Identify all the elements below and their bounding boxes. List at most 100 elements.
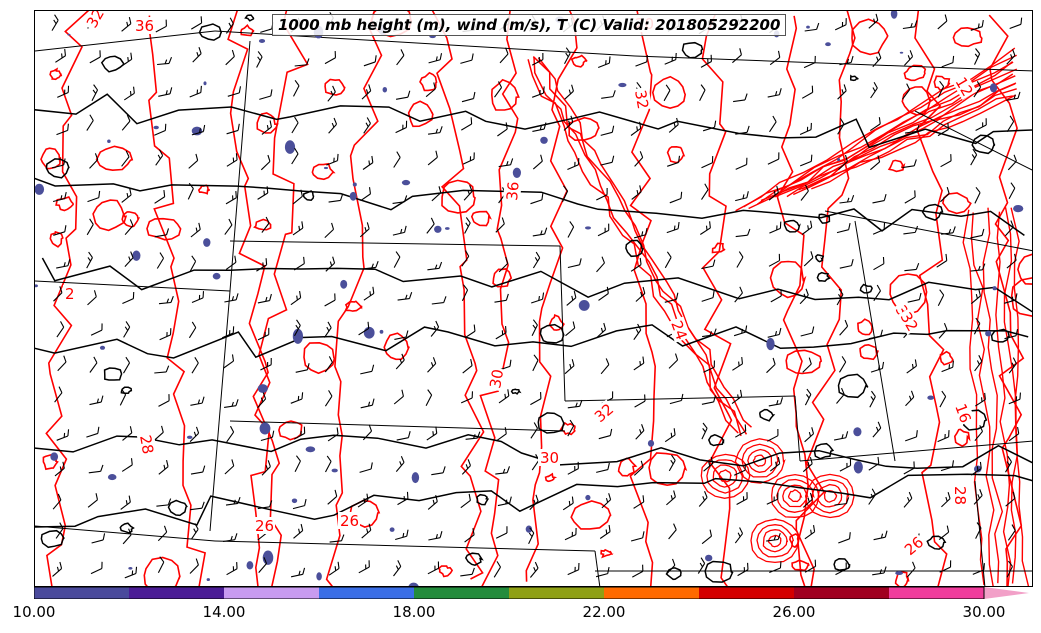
wind-barb-62 <box>189 85 202 98</box>
wind-barb-216 <box>498 256 509 273</box>
wind-barb-394 <box>633 460 644 476</box>
wind-barb-125 <box>362 155 374 170</box>
wind-barb-385 <box>325 455 332 473</box>
shaded-blob-59 <box>584 226 592 230</box>
wind-barb-477 <box>493 561 501 578</box>
wind-barb-116 <box>51 158 66 169</box>
wind-barb-292 <box>123 356 131 374</box>
wind-barb-307 <box>633 356 645 371</box>
wind-barb-74 <box>601 90 616 99</box>
wind-barb-320 <box>89 395 104 406</box>
shaded-blob-9 <box>258 39 266 43</box>
wind-barb-332 <box>498 389 510 404</box>
contour-label-2: 36 <box>503 181 523 202</box>
wind-barb-214 <box>427 261 443 271</box>
wind-barb-423 <box>633 495 645 509</box>
shaded-blob-3 <box>444 227 450 230</box>
wind-barb-349 <box>86 426 100 438</box>
wind-barb-275 <box>531 319 538 337</box>
temperature-contour-35 <box>1010 207 1030 586</box>
temperature-contour-39 <box>49 67 63 81</box>
wind-barb-106 <box>702 120 717 132</box>
wind-barb-143 <box>970 148 978 166</box>
wind-barb-99 <box>461 117 473 131</box>
wind-barb-199 <box>903 225 919 235</box>
wind-barb-107 <box>735 125 750 135</box>
wind-barb-426 <box>736 492 748 505</box>
wind-barb-114 <box>975 118 987 131</box>
temperature-contour-43 <box>303 341 336 375</box>
wind-barb-94 <box>291 116 299 134</box>
wind-barb-238 <box>257 293 272 304</box>
wind-barb-191 <box>633 228 648 239</box>
wind-barb-182 <box>324 222 335 238</box>
wind-barb-98 <box>428 126 443 135</box>
shaded-blob-26 <box>203 238 211 247</box>
wind-barb-23 <box>834 18 847 31</box>
wind-barb-306 <box>600 358 610 375</box>
temperature-contour-24 <box>801 95 1013 190</box>
wind-barb-449 <box>528 527 535 545</box>
shaded-blob-10 <box>853 461 863 474</box>
wind-barb-56 <box>974 48 981 65</box>
wind-barb-97 <box>395 120 408 134</box>
wind-barb-410 <box>190 501 205 511</box>
contour-label-11: 30 <box>540 449 559 467</box>
wind-barb-228 <box>904 262 920 272</box>
temperature-contour-92 <box>121 211 141 228</box>
wind-barb-407 <box>87 493 99 508</box>
state-border-9 <box>564 395 796 402</box>
temperature-contour-110 <box>756 524 795 558</box>
wind-barb-379 <box>121 458 133 472</box>
wind-barb-35 <box>256 51 263 68</box>
wind-barb-180 <box>261 216 270 233</box>
temperature-contour-63 <box>240 23 255 37</box>
wind-barb-134 <box>667 155 681 167</box>
temperature-contour-53 <box>470 210 492 227</box>
temperature-contour-54 <box>548 314 565 331</box>
wind-barb-352 <box>189 426 200 443</box>
temperature-contour-82 <box>791 559 810 572</box>
shaded-blob-65 <box>899 51 904 54</box>
wind-barb-175 <box>86 218 94 236</box>
wind-barb-139 <box>838 154 848 171</box>
wind-barb-161 <box>596 188 608 201</box>
wind-barb-235 <box>158 296 174 305</box>
wind-barb-455 <box>734 527 744 544</box>
wind-barb-54 <box>903 50 914 66</box>
wind-barb-154 <box>360 187 372 202</box>
wind-barb-383 <box>261 460 271 476</box>
wind-barb-482 <box>666 558 676 575</box>
state-border-11 <box>799 440 1032 462</box>
state-border-16 <box>854 220 896 462</box>
wind-barb-127 <box>427 150 438 166</box>
shaded-blob-31 <box>578 299 590 311</box>
shaded-blob-54 <box>323 166 329 170</box>
wind-barb-260 <box>1004 293 1018 304</box>
wind-barb-392 <box>567 461 579 475</box>
wind-barb-273 <box>464 324 476 339</box>
wind-barb-281 <box>733 325 748 337</box>
temperature-contour-57 <box>942 192 972 215</box>
wind-barb-313 <box>839 356 847 373</box>
wind-barb-325 <box>257 392 267 409</box>
wind-barb-187 <box>495 217 505 233</box>
wind-barb-474 <box>393 560 402 577</box>
wind-barb-90 <box>154 123 167 136</box>
temperature-contour-46 <box>600 548 614 559</box>
wind-barb-33 <box>192 47 202 63</box>
shaded-blob-30 <box>992 286 997 291</box>
wind-barb-472 <box>328 561 340 576</box>
wind-barb-333 <box>530 392 542 406</box>
wind-barb-315 <box>906 359 917 374</box>
wind-barb-64 <box>259 89 273 100</box>
temperature-contour-94 <box>95 145 134 172</box>
wind-barb-147 <box>121 188 132 203</box>
wind-barb-202 <box>1004 220 1014 237</box>
wind-barb-457 <box>804 525 816 540</box>
wind-barb-65 <box>293 79 300 97</box>
wind-barb-209 <box>256 258 268 272</box>
wind-barb-359 <box>426 426 438 441</box>
wind-barb-55 <box>941 55 955 68</box>
height-contour-19 <box>537 412 565 434</box>
